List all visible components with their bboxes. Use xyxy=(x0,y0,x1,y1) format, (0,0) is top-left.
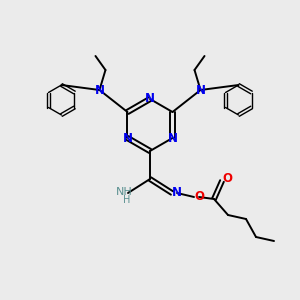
Text: O: O xyxy=(194,190,204,203)
Text: H: H xyxy=(123,195,131,205)
Text: N: N xyxy=(145,92,155,106)
Text: NH: NH xyxy=(116,187,132,197)
Text: N: N xyxy=(167,131,178,145)
Text: N: N xyxy=(122,131,133,145)
Text: N: N xyxy=(94,83,104,97)
Text: N: N xyxy=(172,187,182,200)
Text: N: N xyxy=(196,83,206,97)
Text: O: O xyxy=(222,172,232,184)
